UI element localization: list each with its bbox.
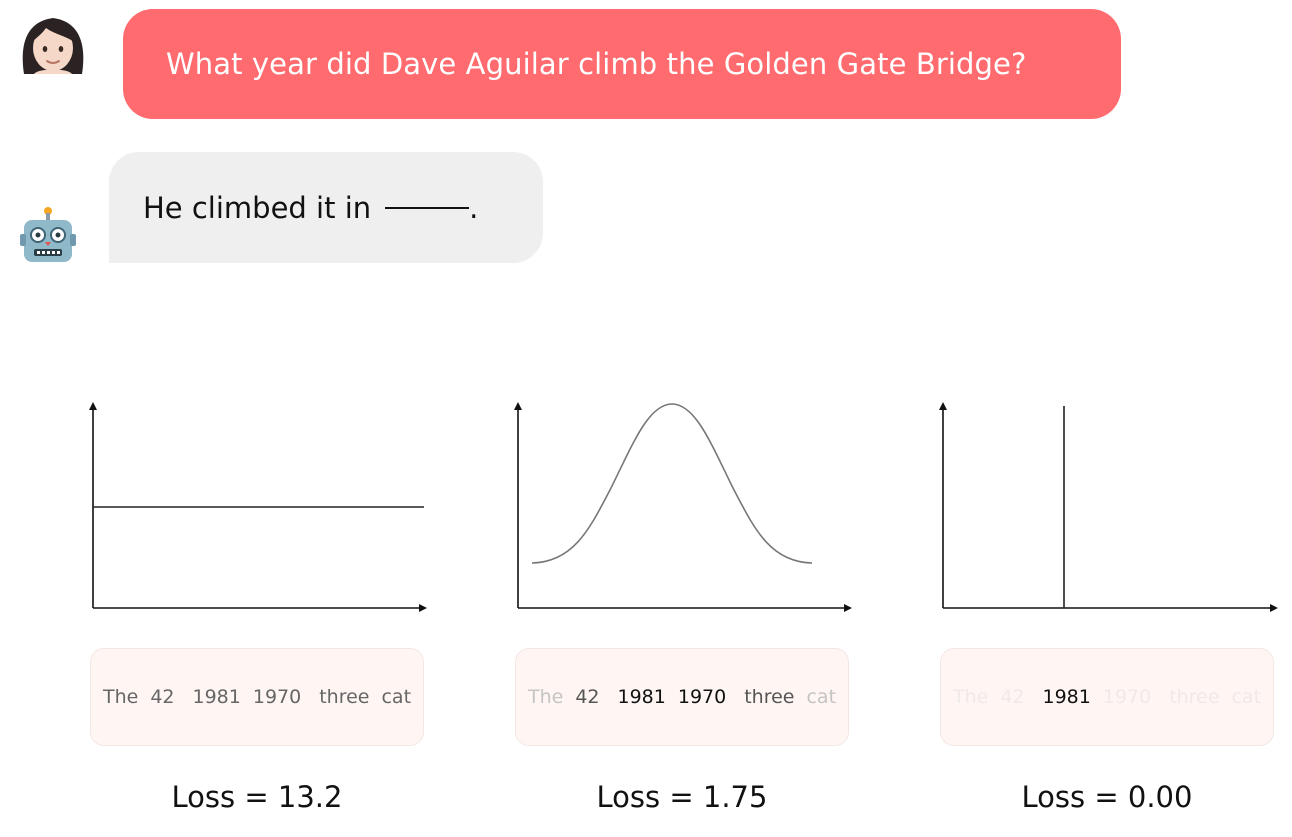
token-1981: 1981	[617, 686, 666, 708]
bot-message-period: .	[469, 190, 479, 225]
bot-message-text: He climbed it in	[143, 190, 372, 225]
token-cat: cat	[381, 686, 412, 708]
token-1970: 1970	[677, 686, 727, 708]
loss-label-gaussian: Loss = 1.75	[596, 780, 768, 814]
loss-label-uniform: Loss = 13.2	[171, 780, 343, 814]
token-box-spike: The 42 1981 1970 three cat	[940, 648, 1274, 746]
gaussian-distribution-plot	[514, 402, 852, 612]
token-1981: 1981	[1042, 686, 1091, 708]
answer-blank	[385, 206, 470, 209]
uniform-distribution-plot	[89, 402, 427, 612]
token-the: The	[527, 686, 564, 708]
token-cat: cat	[806, 686, 837, 708]
user-message-text: What year did Dave Aguilar climb the Gol…	[166, 47, 1027, 81]
user-message-bubble: What year did Dave Aguilar climb the Gol…	[123, 9, 1121, 119]
loss-label-spike: Loss = 0.00	[1021, 780, 1193, 814]
token-1981: 1981	[192, 686, 241, 708]
token-42: 42	[1000, 686, 1025, 708]
bot-message-bubble: He climbed it in.	[109, 152, 543, 263]
token-1970: 1970	[1102, 686, 1152, 708]
spike-distribution-plot	[939, 402, 1278, 612]
woman-face-icon	[22, 18, 84, 74]
token-42: 42	[150, 686, 175, 708]
token-box-gaussian: The 42 1981 1970 three cat	[515, 648, 849, 746]
token-three: three	[1169, 686, 1220, 708]
token-three: three	[319, 686, 370, 708]
token-42: 42	[575, 686, 600, 708]
token-three: three	[744, 686, 795, 708]
token-1970: 1970	[252, 686, 302, 708]
token-cat: cat	[1231, 686, 1262, 708]
token-box-uniform: The 42 1981 1970 three cat	[90, 648, 424, 746]
gaussian-curve	[531, 403, 813, 564]
token-the: The	[952, 686, 989, 708]
robot-face-icon	[20, 207, 76, 262]
token-the: The	[102, 686, 139, 708]
